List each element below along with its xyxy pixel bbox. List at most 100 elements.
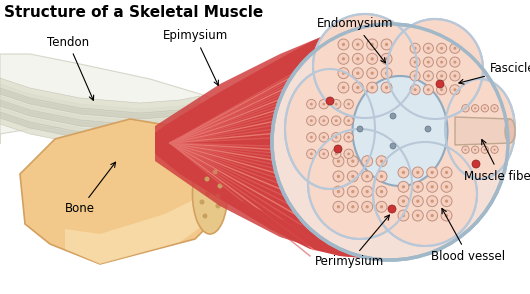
Circle shape bbox=[398, 167, 409, 178]
Circle shape bbox=[410, 71, 420, 81]
Circle shape bbox=[337, 160, 340, 163]
Circle shape bbox=[388, 205, 396, 213]
Polygon shape bbox=[0, 54, 230, 144]
Circle shape bbox=[335, 136, 338, 139]
Circle shape bbox=[344, 99, 354, 109]
Circle shape bbox=[381, 82, 392, 93]
Circle shape bbox=[450, 71, 460, 81]
Circle shape bbox=[381, 39, 392, 50]
Circle shape bbox=[380, 205, 383, 208]
Circle shape bbox=[427, 61, 430, 64]
Polygon shape bbox=[0, 78, 200, 113]
Circle shape bbox=[307, 133, 316, 142]
Circle shape bbox=[423, 71, 434, 81]
Circle shape bbox=[331, 133, 341, 142]
Circle shape bbox=[430, 185, 434, 188]
Circle shape bbox=[338, 82, 349, 93]
Circle shape bbox=[474, 148, 476, 151]
Circle shape bbox=[333, 201, 344, 212]
Circle shape bbox=[356, 71, 359, 75]
Circle shape bbox=[484, 135, 486, 137]
Circle shape bbox=[472, 160, 480, 168]
Circle shape bbox=[491, 118, 498, 126]
Circle shape bbox=[390, 113, 396, 119]
Circle shape bbox=[481, 146, 489, 153]
Circle shape bbox=[344, 149, 354, 158]
Circle shape bbox=[453, 47, 456, 50]
Circle shape bbox=[427, 196, 438, 207]
Text: Muscle fiber: Muscle fiber bbox=[464, 140, 530, 183]
Circle shape bbox=[464, 135, 466, 137]
Circle shape bbox=[462, 132, 469, 140]
Polygon shape bbox=[0, 84, 200, 119]
Circle shape bbox=[385, 86, 388, 89]
Circle shape bbox=[491, 132, 498, 140]
Circle shape bbox=[398, 210, 409, 221]
Circle shape bbox=[430, 200, 434, 203]
Circle shape bbox=[347, 119, 350, 122]
Circle shape bbox=[337, 205, 340, 208]
Circle shape bbox=[352, 68, 363, 78]
Circle shape bbox=[472, 132, 479, 140]
Circle shape bbox=[441, 210, 452, 221]
Circle shape bbox=[344, 133, 354, 142]
Circle shape bbox=[376, 201, 387, 212]
Circle shape bbox=[437, 71, 447, 81]
Circle shape bbox=[310, 119, 313, 122]
Circle shape bbox=[347, 186, 358, 197]
Circle shape bbox=[484, 148, 486, 151]
Circle shape bbox=[344, 116, 354, 126]
Circle shape bbox=[412, 196, 423, 207]
Circle shape bbox=[450, 85, 460, 95]
Circle shape bbox=[216, 193, 220, 198]
Circle shape bbox=[450, 57, 460, 67]
Circle shape bbox=[474, 107, 476, 109]
Circle shape bbox=[361, 186, 373, 197]
Circle shape bbox=[427, 47, 430, 50]
Circle shape bbox=[352, 53, 363, 64]
Circle shape bbox=[416, 171, 419, 174]
Circle shape bbox=[413, 61, 417, 64]
Circle shape bbox=[402, 200, 405, 203]
Circle shape bbox=[423, 85, 434, 95]
Polygon shape bbox=[455, 117, 510, 145]
Circle shape bbox=[202, 213, 208, 218]
Circle shape bbox=[427, 210, 438, 221]
Circle shape bbox=[342, 71, 345, 75]
Circle shape bbox=[370, 43, 374, 46]
Polygon shape bbox=[0, 114, 200, 149]
Circle shape bbox=[351, 205, 355, 208]
Circle shape bbox=[453, 74, 456, 77]
Circle shape bbox=[398, 196, 409, 207]
Circle shape bbox=[319, 99, 329, 109]
Circle shape bbox=[370, 71, 374, 75]
Circle shape bbox=[352, 39, 363, 50]
Circle shape bbox=[322, 119, 325, 122]
Circle shape bbox=[272, 24, 508, 260]
Circle shape bbox=[441, 181, 452, 192]
Text: Perimysium: Perimysium bbox=[315, 215, 390, 268]
Circle shape bbox=[474, 121, 476, 123]
Circle shape bbox=[356, 43, 359, 46]
Circle shape bbox=[445, 185, 448, 188]
Circle shape bbox=[436, 80, 444, 88]
Circle shape bbox=[464, 121, 466, 123]
Circle shape bbox=[440, 88, 443, 91]
Text: Tendon: Tendon bbox=[47, 36, 94, 100]
Circle shape bbox=[335, 103, 338, 106]
Circle shape bbox=[413, 74, 417, 77]
Circle shape bbox=[430, 214, 434, 217]
Circle shape bbox=[217, 183, 223, 188]
Circle shape bbox=[441, 167, 452, 178]
Circle shape bbox=[326, 97, 334, 105]
Circle shape bbox=[453, 88, 456, 91]
Circle shape bbox=[491, 146, 498, 153]
Circle shape bbox=[493, 107, 496, 109]
Circle shape bbox=[410, 85, 420, 95]
Circle shape bbox=[356, 57, 359, 61]
Circle shape bbox=[367, 39, 378, 50]
Circle shape bbox=[366, 205, 369, 208]
Circle shape bbox=[333, 156, 344, 167]
Circle shape bbox=[398, 181, 409, 192]
Circle shape bbox=[338, 39, 349, 50]
